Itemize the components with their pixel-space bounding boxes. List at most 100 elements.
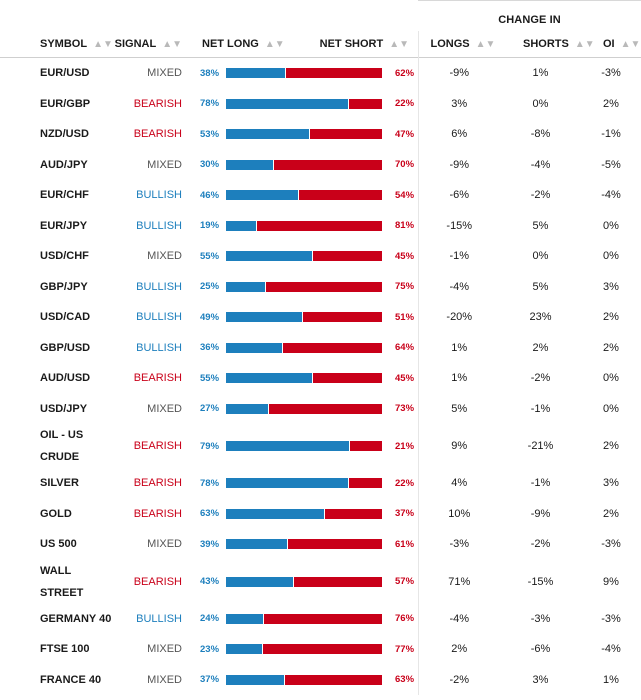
sentiment-bar [226, 441, 382, 451]
net-short-bar [266, 281, 382, 292]
table-row[interactable]: GBP/JPY BULLISH 25% 75% -4% 5% 3% [0, 271, 641, 302]
header-oi[interactable]: OI ▲▼ [603, 38, 641, 50]
symbol-link[interactable]: FTSE 100 [40, 643, 90, 656]
change-oi: 3% [603, 477, 619, 490]
table-row[interactable]: OIL - US CRUDE BEARISH 79% 21% 9% -21% 2% [0, 424, 641, 468]
symbol-link[interactable]: AUD/JPY [40, 158, 88, 171]
change-shorts: -2% [530, 538, 551, 551]
net-long-bar [226, 251, 312, 262]
sentiment-bar-cell [226, 119, 383, 150]
net-long-bar [226, 220, 256, 231]
table-row[interactable]: EUR/GBP BEARISH 78% 22% 3% 0% 2% [0, 88, 641, 119]
symbol-link[interactable]: WALL STREET [40, 564, 84, 599]
header-longs[interactable]: LONGS ▲▼ [417, 31, 500, 58]
table-row[interactable]: NZD/USD BEARISH 53% 47% 6% -8% -1% [0, 119, 641, 150]
table-row[interactable]: GOLD BEARISH 63% 37% 10% -9% 2% [0, 498, 641, 529]
symbol-link[interactable]: USD/JPY [40, 402, 88, 415]
change-longs: -20% [417, 302, 500, 333]
signal-label: MIXED [147, 402, 182, 415]
table-row[interactable]: FTSE 100 MIXED 23% 77% 2% -6% -4% [0, 634, 641, 665]
table-row[interactable]: EUR/JPY BULLISH 19% 81% -15% 5% 0% [0, 210, 641, 241]
sentiment-bar-cell [226, 529, 383, 560]
symbol-link[interactable]: GOLD [40, 507, 72, 520]
net-long-bar [226, 576, 294, 587]
sort-icon[interactable]: ▲▼ [574, 39, 595, 50]
table-row[interactable]: AUD/USD BEARISH 55% 45% 1% -2% 0% [0, 363, 641, 394]
signal-label: MIXED [147, 250, 182, 263]
net-short-percent: 22% [395, 98, 415, 110]
net-short-bar [284, 674, 382, 685]
symbol-link[interactable]: US 500 [40, 538, 77, 551]
symbol-link[interactable]: GERMANY 40 [40, 612, 112, 625]
header-signal[interactable]: SIGNAL ▲▼ [114, 38, 182, 50]
net-long-percent: 23% [200, 643, 220, 655]
net-short-percent: 77% [395, 643, 415, 655]
symbol-link[interactable]: EUR/CHF [40, 189, 89, 202]
sort-icon[interactable]: ▲▼ [475, 39, 496, 50]
signal-label: BEARISH [133, 440, 182, 452]
change-oi: -3% [601, 612, 621, 625]
symbol-link[interactable]: FRANCE 40 [40, 673, 102, 686]
sentiment-bar [226, 644, 382, 655]
symbol-link[interactable]: EUR/GBP [40, 97, 91, 110]
change-oi: -3% [601, 67, 621, 80]
signal-label: MIXED [147, 67, 182, 80]
table-row[interactable]: EUR/CHF BULLISH 46% 54% -6% -2% -4% [0, 180, 641, 211]
symbol-link[interactable]: EUR/USD [40, 67, 90, 80]
net-long-bar [226, 68, 286, 79]
sentiment-bar-cell [226, 302, 383, 333]
symbol-link[interactable]: GBP/JPY [40, 280, 88, 293]
change-shorts: -6% [530, 643, 551, 656]
table-row[interactable]: USD/CHF MIXED 55% 45% -1% 0% 0% [0, 241, 641, 272]
table-row[interactable]: AUD/JPY MIXED 30% 70% -9% -4% -5% [0, 149, 641, 180]
symbol-link[interactable]: GBP/USD [40, 341, 91, 354]
sort-icon[interactable]: ▲▼ [162, 39, 182, 50]
symbol-link[interactable]: NZD/USD [40, 128, 89, 141]
header-net-short[interactable]: NET SHORT ▲▼ [319, 38, 409, 50]
header-net-long[interactable]: NET LONG ▲▼ NET SHORT ▲▼ [202, 38, 409, 50]
net-short-bar [262, 644, 382, 655]
sentiment-bar [226, 478, 382, 489]
sentiment-bar [226, 220, 382, 231]
symbol-link[interactable]: AUD/USD [40, 372, 91, 385]
change-longs: 10% [417, 498, 500, 529]
signal-label: MIXED [147, 538, 182, 551]
change-shorts: -4% [530, 158, 551, 171]
sort-icon[interactable]: ▲▼ [93, 39, 113, 50]
net-short-percent: 57% [395, 576, 415, 587]
table-row[interactable]: FRANCE 40 MIXED 37% 63% -2% 3% 1% [0, 664, 641, 695]
symbol-link[interactable]: EUR/JPY [40, 219, 88, 232]
net-long-percent: 79% [200, 440, 220, 452]
symbol-link[interactable]: USD/CAD [40, 311, 91, 324]
symbol-link[interactable]: OIL - US CRUDE [40, 429, 84, 463]
change-longs: -9% [417, 57, 500, 89]
net-long-bar [226, 342, 283, 353]
symbol-link[interactable]: USD/CHF [40, 250, 89, 263]
net-short-bar [325, 508, 382, 519]
symbol-link[interactable]: SILVER [40, 477, 79, 490]
change-oi: 3% [603, 280, 619, 293]
sort-icon[interactable]: ▲▼ [389, 39, 409, 50]
sort-icon[interactable]: ▲▼ [264, 39, 285, 50]
table-row[interactable]: SILVER BEARISH 78% 22% 4% -1% 3% [0, 468, 641, 499]
table-row[interactable]: US 500 MIXED 39% 61% -3% -2% -3% [0, 529, 641, 560]
table-row[interactable]: GBP/USD BULLISH 36% 64% 1% 2% 2% [0, 332, 641, 363]
sentiment-bar [226, 190, 382, 201]
net-long-percent: 19% [200, 220, 220, 232]
table-row[interactable]: GERMANY 40 BULLISH 24% 76% -4% -3% -3% [0, 603, 641, 634]
net-long-percent: 24% [200, 613, 220, 625]
header-shorts[interactable]: SHORTS ▲▼ [523, 38, 595, 50]
net-long-bar [226, 190, 298, 201]
sort-icon[interactable]: ▲▼ [620, 39, 641, 50]
header-symbol[interactable]: SYMBOL ▲▼ [40, 38, 113, 50]
table-row[interactable]: USD/CAD BULLISH 49% 51% -20% 23% 2% [0, 302, 641, 333]
change-oi: 2% [603, 440, 619, 452]
table-row[interactable]: EUR/USD MIXED 38% 62% -9% 1% -3% [0, 57, 641, 89]
signal-label: BULLISH [136, 219, 182, 232]
net-short-percent: 37% [395, 508, 415, 520]
change-shorts: -1% [530, 477, 551, 490]
table-row[interactable]: WALL STREET BEARISH 43% 57% 71% -15% 9% [0, 559, 641, 604]
table-row[interactable]: USD/JPY MIXED 27% 73% 5% -1% 0% [0, 393, 641, 424]
change-shorts: 5% [532, 280, 549, 293]
net-long-percent: 37% [200, 674, 220, 686]
